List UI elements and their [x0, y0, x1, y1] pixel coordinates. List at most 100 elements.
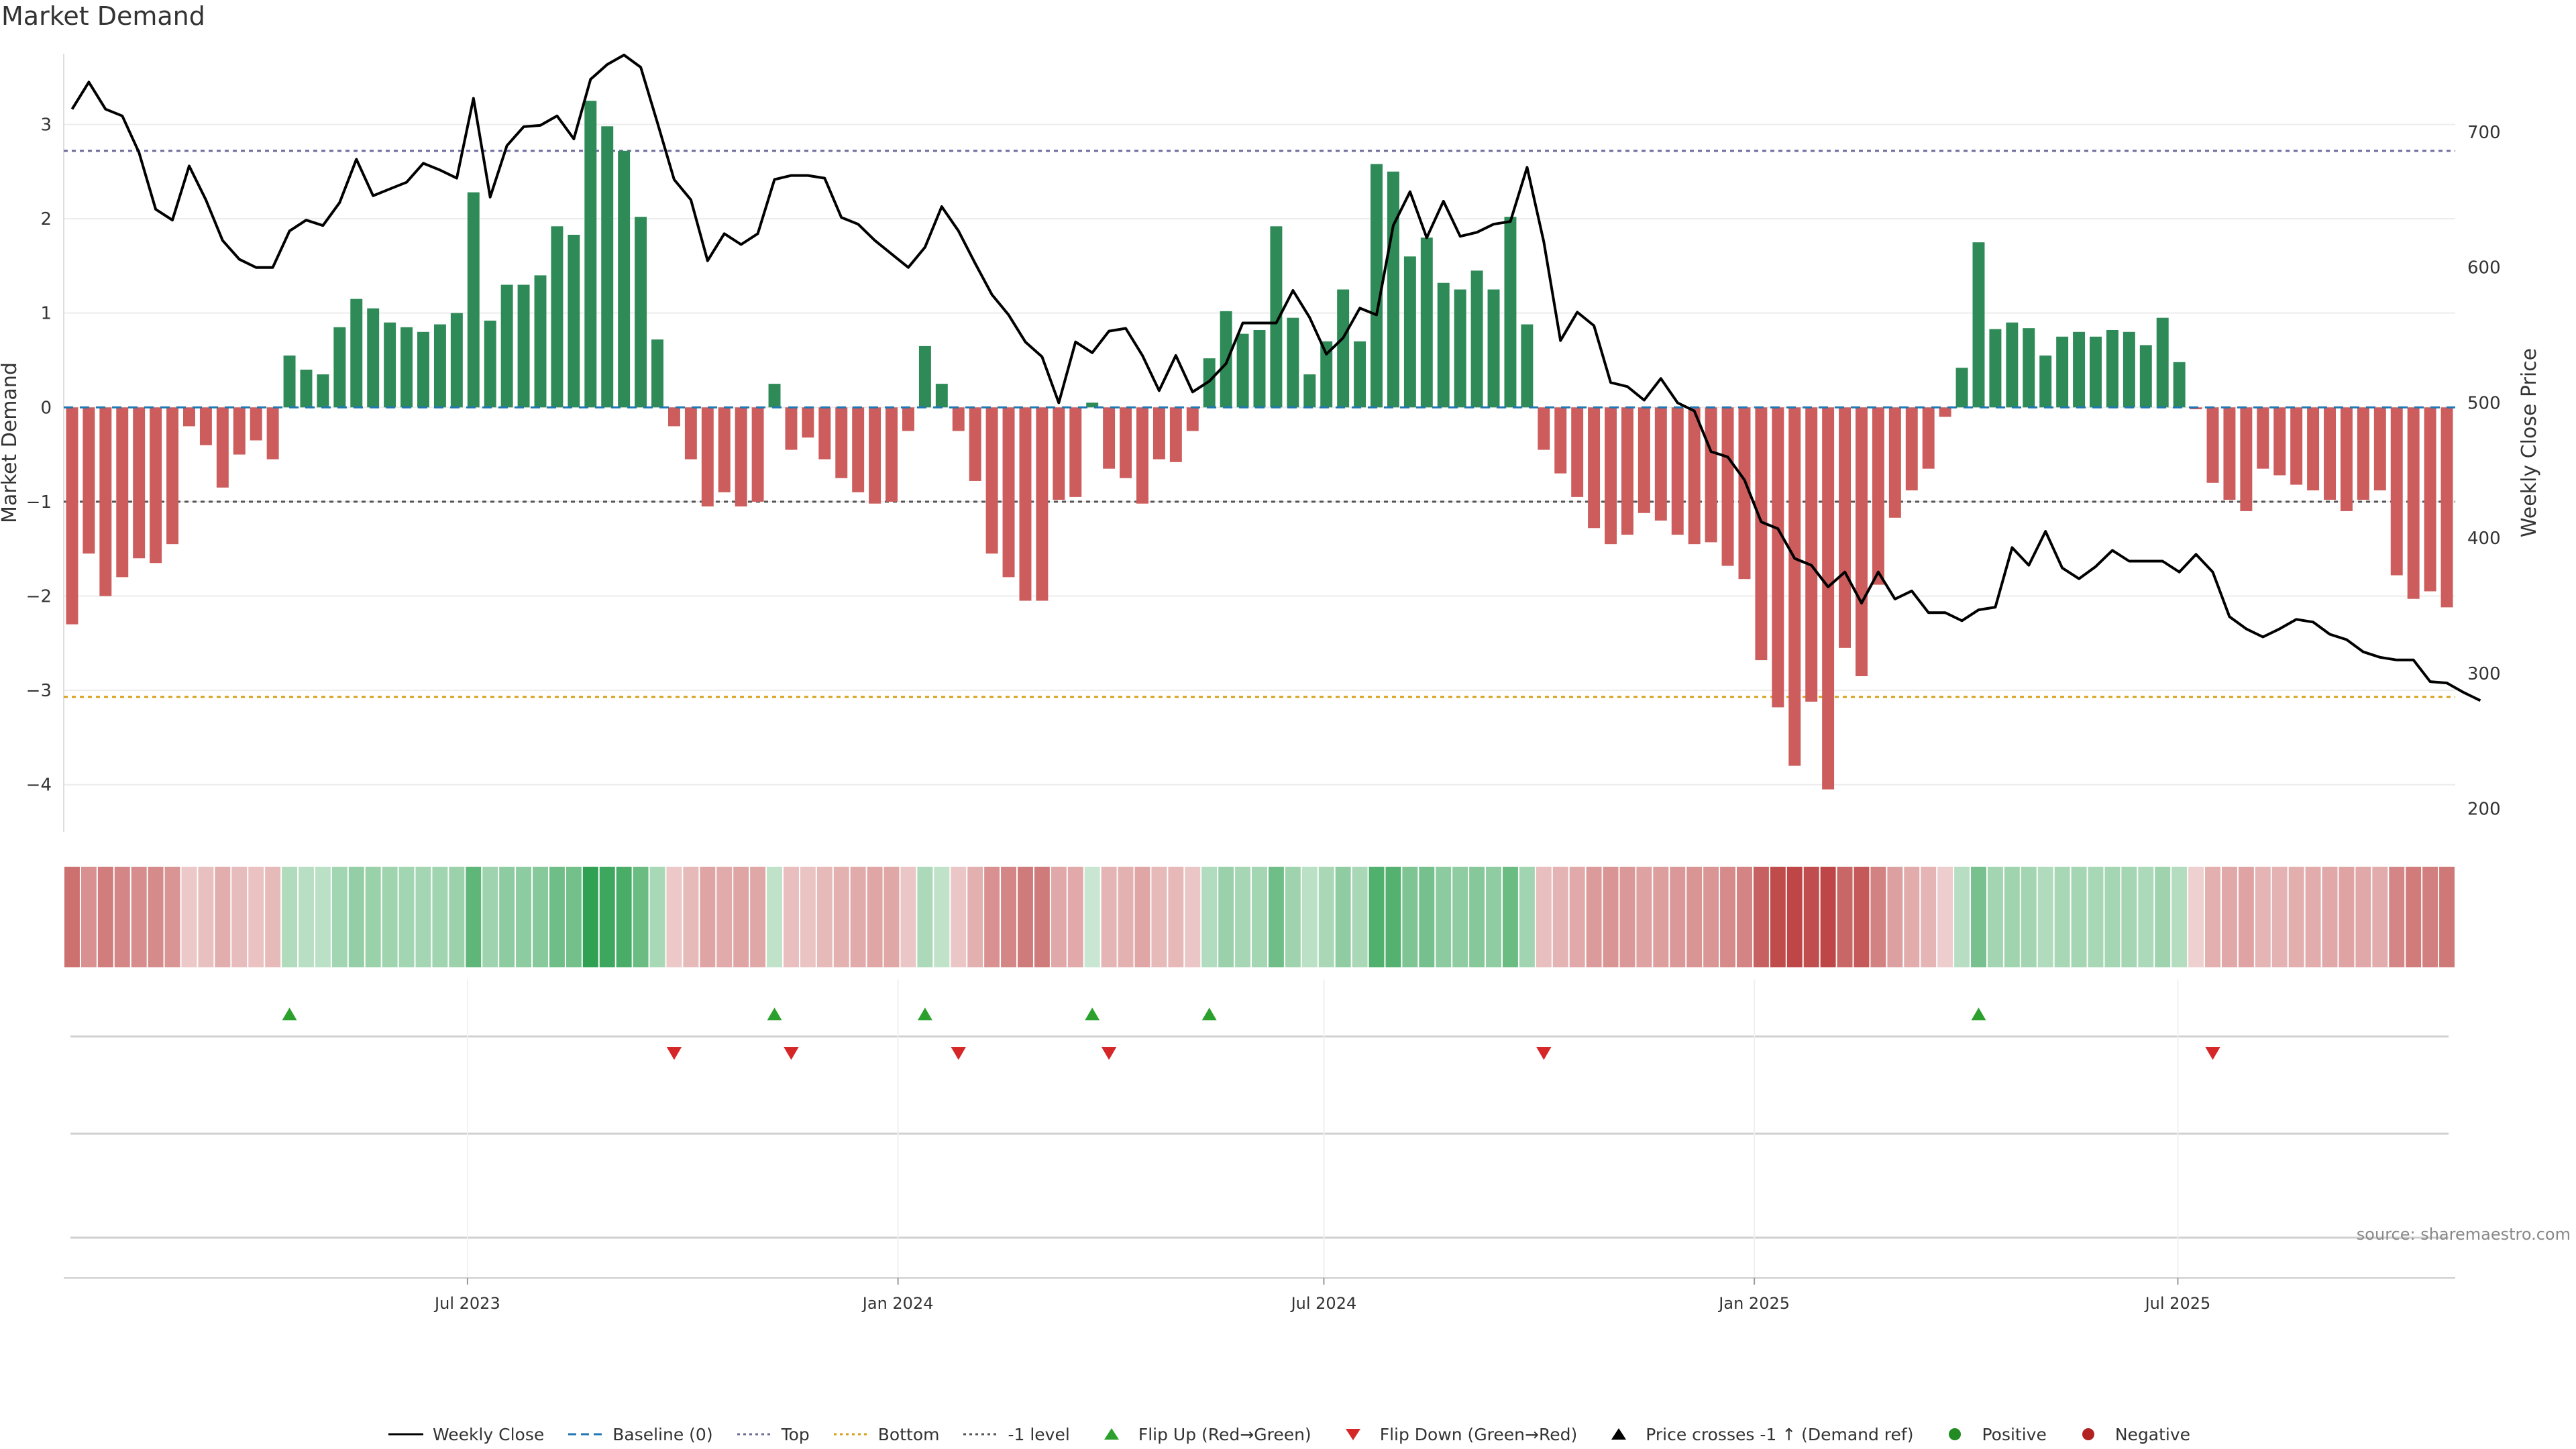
heat-strip-cell: [348, 867, 364, 967]
heat-strip-cell: [2071, 867, 2087, 967]
demand-bar: [1086, 402, 1099, 408]
demand-bar: [2106, 329, 2118, 408]
demand-bar: [1788, 407, 1801, 766]
legend-item: Negative: [2068, 1425, 2190, 1444]
heat-strip-cell: [1954, 867, 1970, 967]
demand-bar: [1872, 407, 1884, 585]
demand-bar: [1169, 407, 1182, 462]
demand-bar: [1805, 407, 1818, 702]
demand-bar: [1420, 237, 1433, 408]
heat-strip-cell: [1552, 867, 1568, 967]
demand-bar: [985, 407, 998, 554]
y2-axis-title: Weekly Close Price: [2518, 348, 2541, 537]
demand-bar: [1772, 407, 1784, 708]
demand-bar: [651, 339, 663, 408]
y-tick-label: −4: [26, 775, 52, 796]
demand-bar: [2257, 407, 2269, 469]
heat-strip-cell: [382, 867, 398, 967]
demand-bar: [1554, 407, 1567, 474]
y-tick-label: 2: [40, 209, 52, 229]
heat-strip-cell: [850, 867, 866, 967]
heat-strip-cell: [114, 867, 130, 967]
demand-bar: [384, 322, 396, 408]
demand-bar: [2073, 331, 2086, 408]
heat-strip-cell: [2406, 867, 2422, 967]
heat-strip-cell: [398, 867, 415, 967]
heat-strip-cell: [633, 867, 649, 967]
demand-bar: [1521, 324, 1534, 408]
legend-line-icon: [388, 1433, 423, 1436]
demand-bar: [584, 101, 597, 408]
heat-strip-cell: [1018, 867, 1033, 967]
legend-triangle-down-icon: [1345, 1429, 1360, 1440]
demand-bar: [785, 407, 798, 450]
heat-strip-cell: [1536, 867, 1552, 967]
legend-dotted-line-icon: [833, 1433, 869, 1436]
demand-bar: [433, 324, 446, 408]
legend-item: Baseline (0): [566, 1424, 713, 1444]
heat-strip-cell: [2389, 867, 2405, 967]
y2-tick-label: 400: [2467, 529, 2501, 549]
demand-bar: [835, 407, 848, 478]
y2-tick-label: 700: [2467, 123, 2501, 143]
flip-down-marker: [1536, 1047, 1552, 1060]
heat-strip-cell: [1854, 867, 1870, 967]
heat-strip-cell: [616, 867, 632, 967]
heat-strip-cell: [315, 867, 331, 967]
heat-strip-cell: [2188, 867, 2204, 967]
legend-triangle-up-icon: [1611, 1428, 1627, 1440]
heat-strip-cell: [2155, 867, 2171, 967]
demand-bar: [2006, 322, 2019, 408]
flip-down-marker: [951, 1047, 966, 1060]
heat-strip-cell: [1301, 867, 1318, 967]
heat-strip-cell: [2088, 867, 2104, 967]
demand-bar: [283, 355, 296, 408]
demand-bar: [2340, 407, 2353, 511]
heat-strip-cell: [2271, 867, 2288, 967]
heat-strip-cell: [833, 867, 849, 967]
flip-up-marker: [1201, 1008, 1217, 1020]
heat-strip-cell: [331, 867, 347, 967]
demand-bar: [166, 407, 179, 545]
heat-strip-cell: [1419, 867, 1435, 967]
demand-bar: [1019, 407, 1032, 601]
legend-dotted-line-icon: [963, 1433, 999, 1436]
heat-strip-cell: [1786, 867, 1803, 967]
demand-bar: [1621, 407, 1633, 535]
heat-strip-cell: [1268, 867, 1284, 967]
heat-strip-cell: [2372, 867, 2388, 967]
heat-strip-cell: [1402, 867, 1418, 967]
demand-bar: [83, 407, 95, 554]
heat-strip-cell: [215, 867, 231, 967]
demand-bar: [2440, 407, 2453, 608]
demand-bar: [1822, 407, 1835, 790]
demand-bar: [2056, 336, 2069, 408]
demand-bar: [99, 407, 112, 596]
heat-strip-cell: [883, 867, 900, 967]
heat-strip-cell: [181, 867, 197, 967]
legend-item: Bottom: [831, 1425, 939, 1444]
heat-strip-cell: [1803, 867, 1819, 967]
heat-strip-cell: [1502, 867, 1518, 967]
legend-triangle-up-icon: [1104, 1428, 1119, 1440]
heat-strip-cell: [1770, 867, 1786, 967]
demand-bar: [1470, 270, 1483, 408]
heat-strip-cell: [1937, 867, 1953, 967]
flip-down-marker: [1102, 1047, 1117, 1060]
heat-strip-cell: [2054, 867, 2070, 967]
demand-bar: [1955, 368, 1968, 408]
demand-bar: [1354, 341, 1366, 408]
heat-strip-cell: [951, 867, 967, 967]
heat-strip-cell: [566, 867, 582, 967]
flip-up-marker: [282, 1008, 297, 1020]
heat-strip-cell: [148, 867, 164, 967]
demand-bar: [1654, 407, 1667, 521]
heat-strip-cell: [1670, 867, 1686, 967]
heat-strip-cell: [1318, 867, 1334, 967]
legend-item: Weekly Close: [386, 1425, 544, 1444]
demand-bar: [500, 284, 513, 408]
demand-bar: [751, 407, 764, 502]
legend-label: Baseline (0): [612, 1424, 713, 1444]
legend-label: Top: [781, 1424, 810, 1444]
demand-bar: [768, 384, 781, 408]
